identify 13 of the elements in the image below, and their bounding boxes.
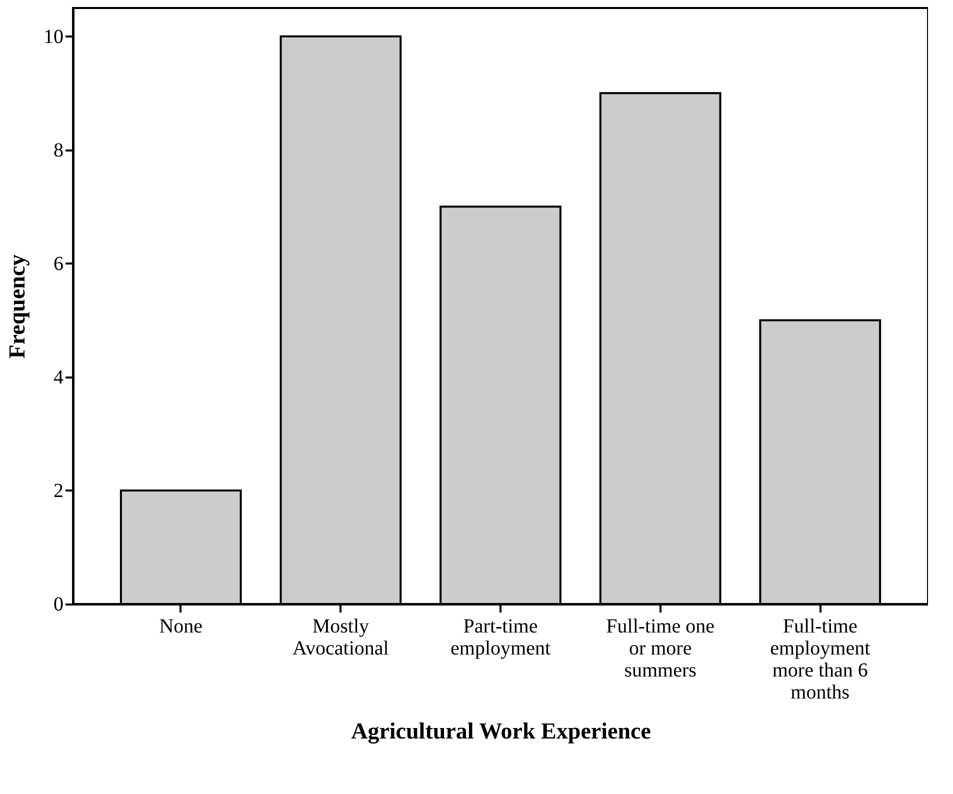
y-tick-label: 2	[54, 480, 64, 502]
y-tick-label: 4	[54, 366, 64, 388]
y-axis-title: Frequency	[4, 254, 30, 359]
x-tick-label: Part-time employment	[450, 616, 551, 660]
x-tick-label: None	[159, 616, 203, 638]
x-tick-label: Full-time employment more than 6 months	[770, 616, 871, 704]
y-tick-label: 0	[54, 594, 64, 616]
x-tick-label: Full-time one or more summers	[606, 616, 715, 682]
y-tick-label: 8	[54, 139, 64, 162]
x-tick-label: Mostly Avocational	[292, 616, 390, 660]
x-axis-title: Agricultural Work Experience	[351, 718, 651, 744]
y-tick-label: 10	[44, 26, 64, 48]
y-tick-label: 6	[54, 252, 64, 275]
